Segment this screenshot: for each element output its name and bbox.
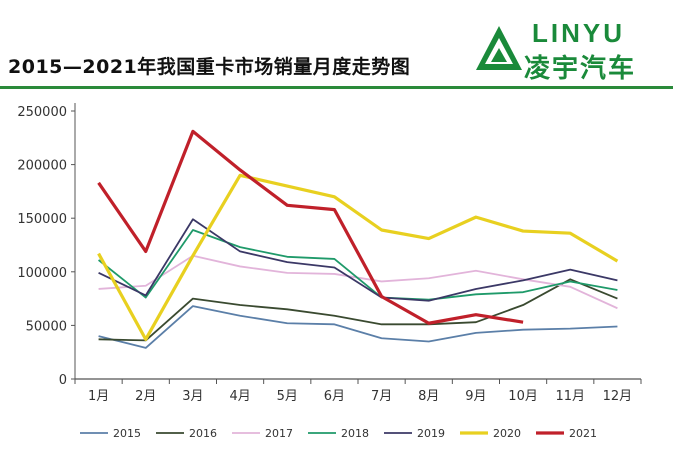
- x-tick-label: 9月: [465, 389, 486, 404]
- series-line-2019: [98, 218, 618, 302]
- series-line-2021: [97, 129, 524, 325]
- legend-label-2019: 2019: [417, 427, 445, 440]
- legend-label-2020: 2020: [493, 427, 521, 440]
- y-tick-label: 150000: [17, 212, 67, 227]
- series-line-2018: [98, 229, 618, 301]
- series-line-2020: [97, 173, 619, 341]
- x-tick-label: 1月: [88, 389, 109, 404]
- x-tick-label: 5月: [277, 389, 298, 404]
- x-tick-label: 7月: [371, 389, 392, 404]
- y-tick-label: 200000: [17, 159, 67, 174]
- logo-text-en: LINYU: [532, 18, 625, 48]
- x-tick-label: 8月: [418, 389, 439, 404]
- legend-label-2017: 2017: [265, 427, 293, 440]
- x-tick-label: 4月: [229, 389, 250, 404]
- header-divider: [0, 86, 673, 89]
- series-line-2016: [98, 278, 618, 342]
- legend-label-2015: 2015: [113, 427, 141, 440]
- series-line-2015: [98, 305, 618, 349]
- legend-label-2021: 2021: [569, 427, 597, 440]
- legend-label-2018: 2018: [341, 427, 369, 440]
- y-tick-label: 0: [59, 373, 67, 388]
- x-tick-label: 12月: [603, 389, 633, 404]
- y-tick-label: 100000: [17, 266, 67, 281]
- chart-title: 2015—2021年我国重卡市场销量月度走势图: [8, 56, 411, 78]
- y-tick-label: 50000: [26, 319, 67, 334]
- x-tick-label: 10月: [508, 389, 538, 404]
- triangle-logo-icon: [476, 26, 522, 70]
- x-tick-label: 11月: [555, 389, 585, 404]
- x-tick-label: 3月: [182, 389, 203, 404]
- y-tick-label: 250000: [17, 105, 67, 120]
- x-tick-label: 2月: [135, 389, 156, 404]
- x-tick-label: 6月: [324, 389, 345, 404]
- linyu-logo: LINYU 凌宇汽车: [470, 18, 670, 84]
- logo-text-cn: 凌宇汽车: [524, 54, 637, 84]
- legend-label-2016: 2016: [189, 427, 217, 440]
